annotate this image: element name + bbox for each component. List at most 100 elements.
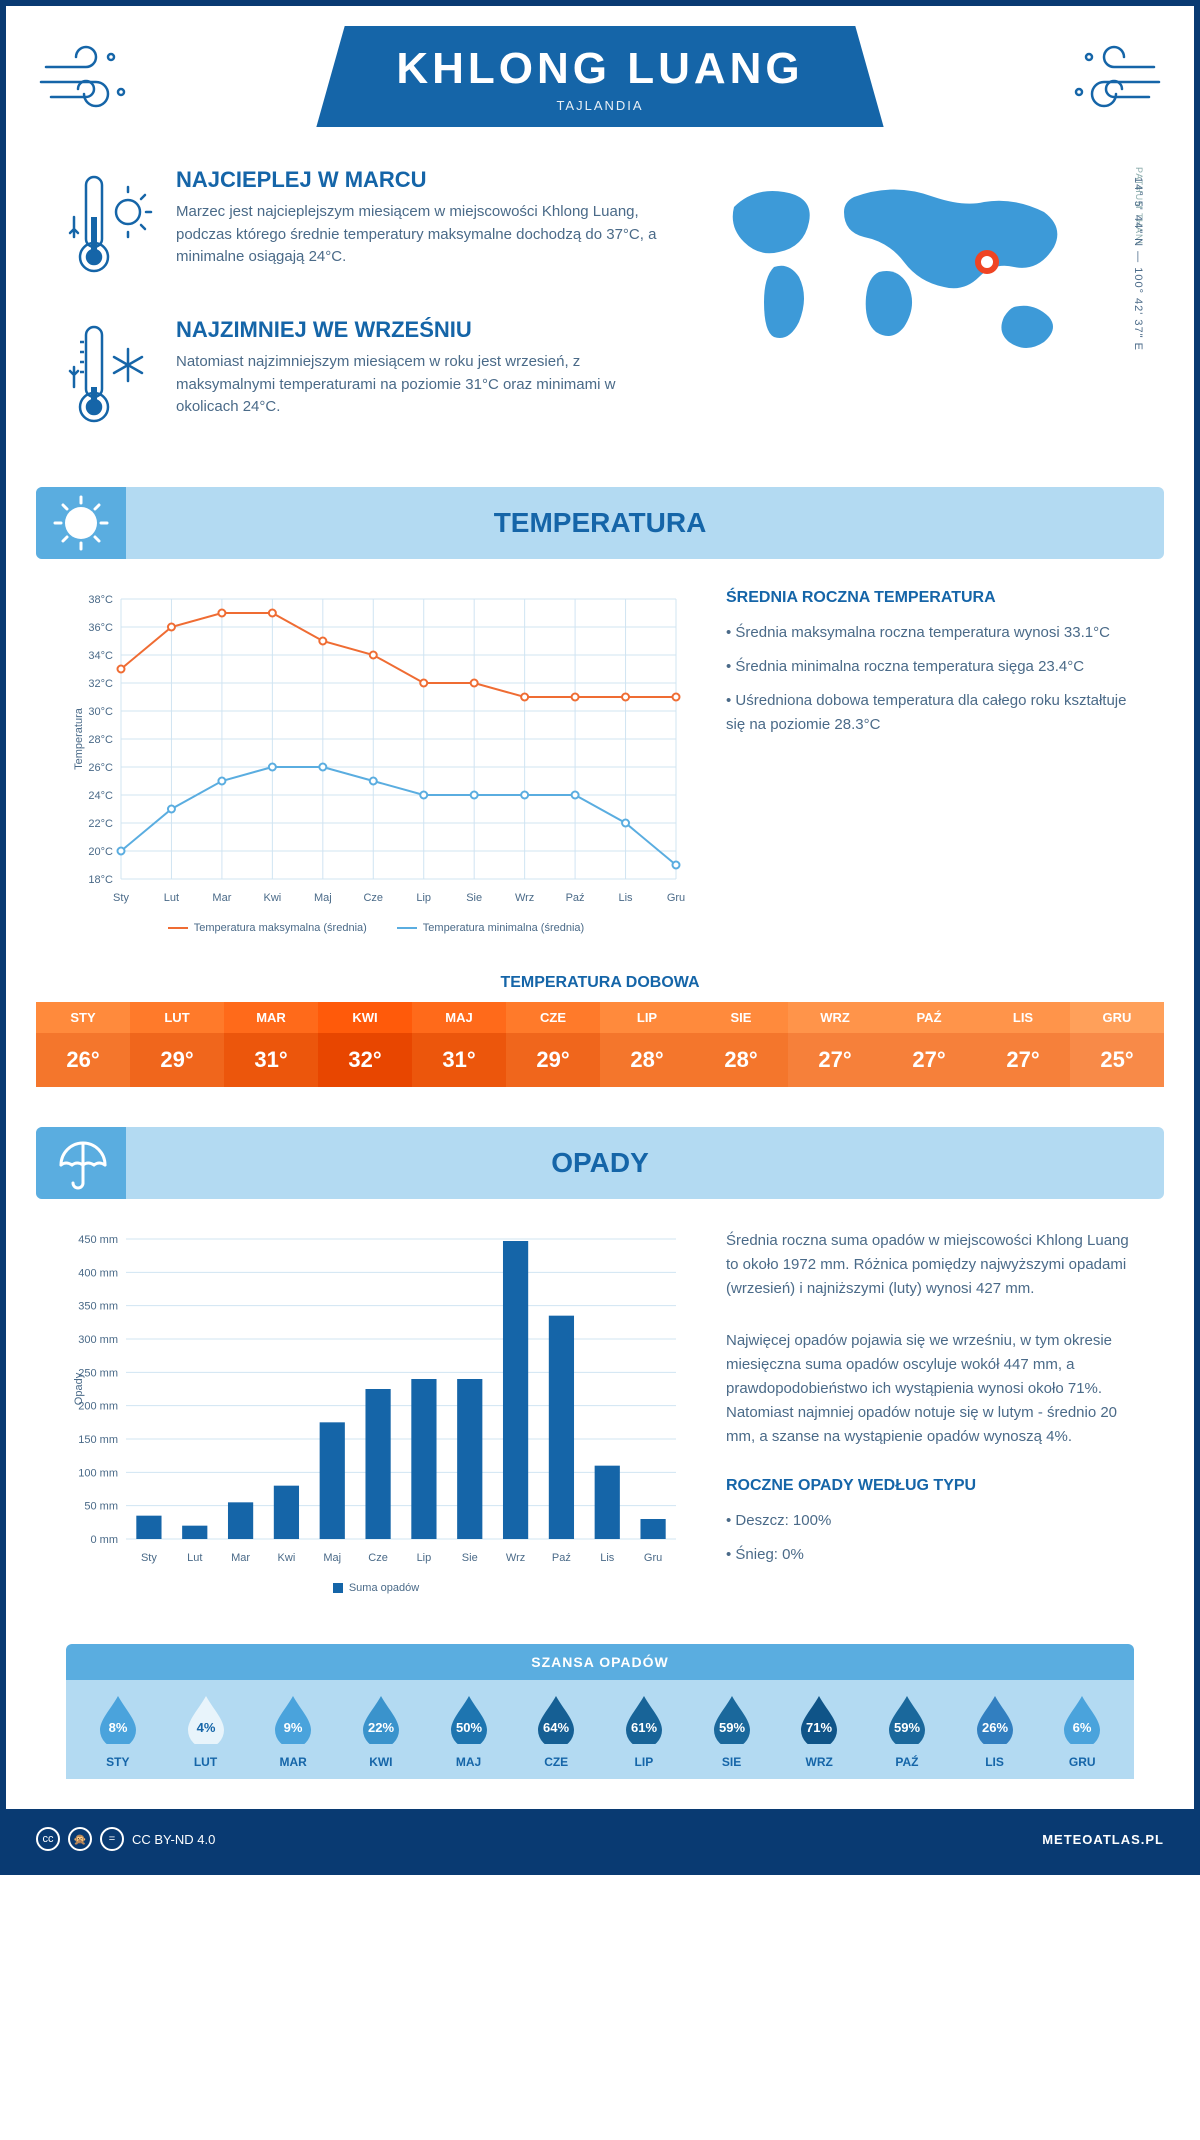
precipitation-chart-row: 0 mm50 mm100 mm150 mm200 mm250 mm300 mm3… [6,1199,1194,1624]
svg-text:9%: 9% [284,1720,303,1735]
page-title: KHLONG LUANG [396,44,803,94]
raindrop-icon: 8% [98,1694,138,1744]
svg-text:28°C: 28°C [88,734,113,746]
rain-chance-panel: SZANSA OPADÓW 8% STY 4% LUT 9% MAR [66,1644,1134,1779]
raindrop-icon: 22% [361,1694,401,1744]
svg-text:Cze: Cze [368,1552,388,1564]
svg-text:Mar: Mar [231,1552,250,1564]
fact-hot: NAJCIEPLEJ W MARCU Marzec jest najcieple… [66,167,674,287]
daily-cell: LIP 28° [600,1002,694,1087]
daily-cell: MAR 31° [224,1002,318,1087]
daily-cell: KWI 32° [318,1002,412,1087]
svg-text:300 mm: 300 mm [78,1334,118,1346]
svg-text:24°C: 24°C [88,790,113,802]
temp-bullet-2: • Uśredniona dobowa temperatura dla całe… [726,689,1134,737]
temp-info-title: ŚREDNIA ROCZNA TEMPERATURA [726,589,1134,607]
temp-bullet-0: • Średnia maksymalna roczna temperatura … [726,621,1134,645]
svg-text:Lis: Lis [600,1552,615,1564]
svg-text:38°C: 38°C [88,594,113,606]
daily-cell: WRZ 27° [788,1002,882,1087]
daily-cell: MAJ 31° [412,1002,506,1087]
rain-drop-cell: 8% STY [74,1694,162,1769]
svg-text:36°C: 36°C [88,622,113,634]
raindrop-icon: 59% [887,1694,927,1744]
daily-cell: PAŹ 27° [882,1002,976,1087]
rain-drop-cell: 59% PAŹ [863,1694,951,1769]
svg-text:22%: 22% [368,1720,394,1735]
svg-text:Maj: Maj [314,892,332,904]
svg-text:50%: 50% [456,1720,482,1735]
svg-text:71%: 71% [806,1720,832,1735]
svg-text:26%: 26% [982,1720,1008,1735]
svg-text:Kwi: Kwi [263,892,281,904]
site-name: METEOATLAS.PL [1042,1832,1164,1847]
svg-text:Lis: Lis [619,892,634,904]
raindrop-icon: 71% [799,1694,839,1744]
rain-drop-cell: 4% LUT [162,1694,250,1769]
title-banner: KHLONG LUANG TAJLANDIA [316,26,883,127]
svg-text:4%: 4% [196,1720,215,1735]
svg-text:400 mm: 400 mm [78,1267,118,1279]
rain-drop-cell: 22% KWI [337,1694,425,1769]
location-marker-icon [978,253,996,271]
svg-text:8%: 8% [108,1720,127,1735]
temperature-info: ŚREDNIA ROCZNA TEMPERATURA • Średnia mak… [726,589,1134,934]
raindrop-icon: 50% [449,1694,489,1744]
section-title-precipitation: OPADY [551,1147,649,1178]
svg-text:Gru: Gru [667,892,685,904]
svg-text:Kwi: Kwi [278,1552,296,1564]
rain-drop-cell: 61% LIP [600,1694,688,1769]
precip-p1: Średnia roczna suma opadów w miejscowośc… [726,1229,1134,1301]
svg-text:Mar: Mar [212,892,231,904]
temperature-line-chart: 18°C20°C22°C24°C26°C28°C30°C32°C34°C36°C… [66,589,686,909]
svg-text:Wrz: Wrz [506,1552,525,1564]
svg-text:22°C: 22°C [88,818,113,830]
fact-hot-title: NAJCIEPLEJ W MARCU [176,167,674,193]
svg-text:100 mm: 100 mm [78,1467,118,1479]
umbrella-icon [36,1127,126,1199]
thermometer-hot-icon [66,167,156,287]
precipitation-bar-chart: 0 mm50 mm100 mm150 mm200 mm250 mm300 mm3… [66,1229,686,1569]
rain-drop-cell: 26% LIS [951,1694,1039,1769]
precipitation-legend: Suma opadów [66,1582,686,1594]
raindrop-icon: 64% [536,1694,576,1744]
svg-text:6%: 6% [1073,1720,1092,1735]
svg-text:32°C: 32°C [88,678,113,690]
svg-text:350 mm: 350 mm [78,1301,118,1313]
daily-cell: SIE 28° [694,1002,788,1087]
daily-cell: CZE 29° [506,1002,600,1087]
svg-text:59%: 59% [719,1720,745,1735]
svg-text:Sty: Sty [141,1552,157,1564]
svg-text:26°C: 26°C [88,762,113,774]
license-text: CC BY-ND 4.0 [132,1832,215,1847]
nd-icon: = [100,1827,124,1851]
legend-precip: Suma opadów [349,1582,419,1594]
raindrop-icon: 6% [1062,1694,1102,1744]
sun-icon [36,487,126,559]
intro-section: NAJCIEPLEJ W MARCU Marzec jest najcieple… [6,137,1194,487]
precip-type-1: • Śnieg: 0% [726,1543,1134,1567]
daily-cell: GRU 25° [1070,1002,1164,1087]
cc-icon: cc [36,1827,60,1851]
fact-cold: NAJZIMNIEJ WE WRZEŚNIU Natomiast najzimn… [66,317,674,437]
raindrop-icon: 4% [186,1694,226,1744]
world-map-icon [714,167,1094,367]
precip-type-title: ROCZNE OPADY WEDŁUG TYPU [726,1477,1134,1495]
rain-drop-cell: 9% MAR [249,1694,337,1769]
daily-cell: LIS 27° [976,1002,1070,1087]
svg-text:Gru: Gru [644,1552,662,1564]
svg-text:Paź: Paź [552,1552,571,1564]
precip-type-0: • Deszcz: 100% [726,1509,1134,1533]
daily-temp-title: TEMPERATURA DOBOWA [6,974,1194,992]
page-subtitle: TAJLANDIA [396,98,803,113]
map-container: PATHUM THANI 14° 5' 44" N — 100° 42' 37"… [714,167,1134,467]
daily-cell: LUT 29° [130,1002,224,1087]
svg-text:0 mm: 0 mm [91,1534,119,1546]
fact-cold-text: Natomiast najzimniejszym miesiącem w rok… [176,351,674,419]
rain-drop-cell: 59% SIE [688,1694,776,1769]
svg-text:450 mm: 450 mm [78,1234,118,1246]
footer: cc 🙊 = CC BY-ND 4.0 METEOATLAS.PL [6,1809,1194,1869]
legend-max: Temperatura maksymalna (średnia) [194,922,367,934]
temperature-legend: Temperatura maksymalna (średnia) Tempera… [66,922,686,934]
section-header-precipitation: OPADY [36,1127,1164,1199]
